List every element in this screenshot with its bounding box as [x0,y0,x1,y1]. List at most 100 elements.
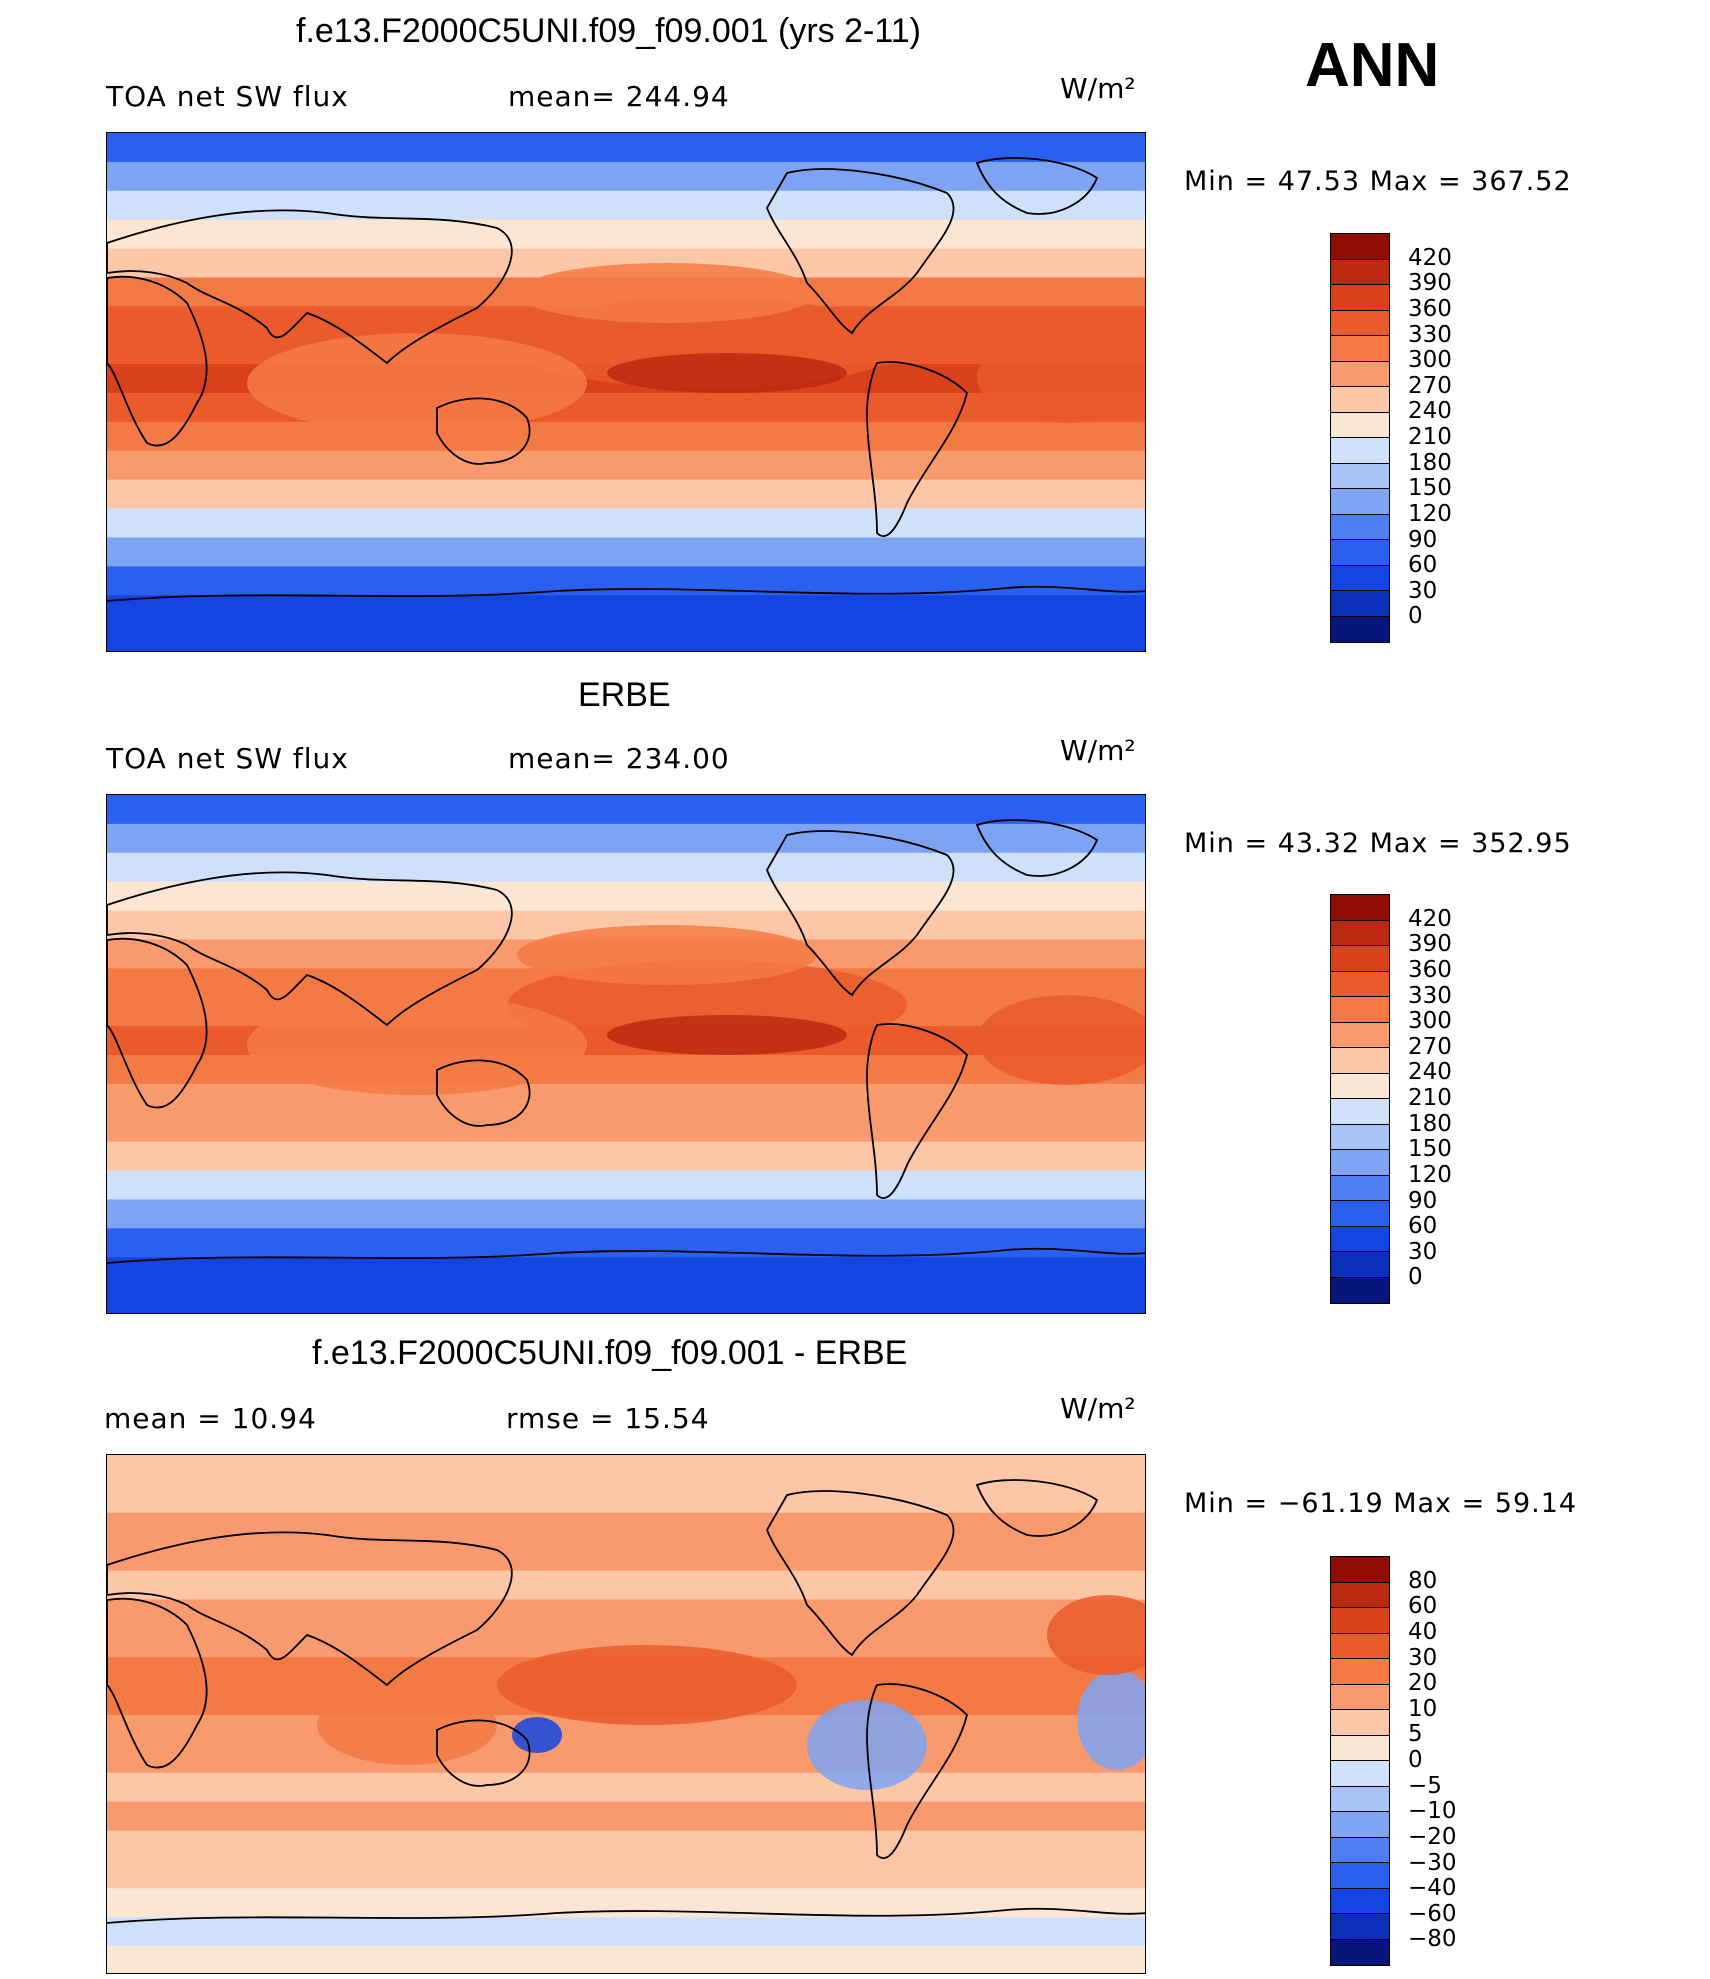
zonal-band [107,421,1145,452]
colorbar-tick-label: 5 [1408,1721,1423,1748]
colorbar-swatch [1331,1175,1389,1201]
panel-2-minmax: Min = 43.32 Max = 352.95 [1184,828,1572,859]
zonal-band [107,1599,1145,1630]
colorbar-tick-label: 180 [1408,1110,1452,1137]
colorbar-tick-label: 420 [1408,905,1452,932]
coastlines [107,157,1145,602]
panel-1-units: W/m² [1060,72,1136,105]
colorbar-swatch [1331,489,1389,515]
colorbar-swatch [1331,616,1389,642]
colorbar-swatch [1331,540,1389,566]
colorbar-tick-label: 40 [1408,1618,1438,1645]
zonal-band [107,1257,1145,1288]
zonal-band [107,450,1145,481]
colorbar-swatch [1331,336,1389,362]
colorbar-swatch [1331,1252,1389,1278]
field-anomaly [607,353,847,393]
colorbar-tick-label: 390 [1408,931,1452,958]
panel-2-title: ERBE [578,676,671,714]
zonal-band [107,1801,1145,1832]
season-label: ANN [1305,31,1440,100]
zonal-band [107,1083,1145,1114]
colorbar-swatch [1331,1150,1389,1176]
field-anomaly [247,995,587,1095]
colorbar-swatch [1331,565,1389,591]
field-anomaly [977,995,1145,1085]
panel-2-colorbar [1330,894,1390,1304]
field-anomaly [317,1685,497,1765]
colorbar-swatch [1331,1582,1389,1608]
coastline-path [866,361,968,537]
colorbar-swatch [1331,463,1389,489]
panel-1-map [106,132,1146,652]
coastline-path [107,937,208,1109]
coastline-path [107,1907,1145,1924]
colorbar-swatch [1331,412,1389,438]
zonal-band [107,190,1145,221]
panel-1-mean-label: mean= 244.94 [508,80,730,113]
coastline-path [107,275,208,447]
panel-1-minmax: Min = 47.53 Max = 367.52 [1184,166,1572,197]
colorbar-swatch [1331,1022,1389,1048]
field-anomaly [1077,1670,1145,1770]
coastline-path [107,1531,513,1687]
panel-3-title: f.e13.F2000C5UNI.f09_f09.001 - ERBE [312,1334,908,1372]
colorbar-swatch [1331,438,1389,464]
colorbar-swatch [1331,259,1389,285]
colorbar-tick-label: 150 [1408,1136,1452,1163]
colorbar-tick-label: −80 [1408,1926,1457,1953]
map-field [107,133,1145,651]
colorbar-swatch [1331,591,1389,617]
colorbar-swatch [1331,1761,1389,1787]
colorbar-swatch [1331,1557,1389,1583]
coastlines [107,1479,1145,1924]
colorbar-swatch [1331,971,1389,997]
panel-2-mean-label: mean= 234.00 [508,742,730,775]
zonal-band [107,1512,1145,1543]
zonal-band [107,1228,1145,1259]
colorbar-tick-label: 0 [1408,1747,1423,1773]
colorbar-tick-label: 30 [1408,577,1438,604]
colorbar-tick-label: 90 [1408,526,1438,553]
colorbar-tick-label: 120 [1408,500,1452,527]
zonal-band [107,1455,1145,1485]
colorbar-swatch [1331,1710,1389,1736]
panel-2-variable-label: TOA net SW flux [106,742,349,775]
coastline-path [436,397,531,465]
field-anomaly [517,263,817,323]
colorbar-swatch [1331,1201,1389,1227]
coastline-path [975,819,1099,877]
colorbar-swatch [1331,1914,1389,1940]
field-anomaly [607,1015,847,1055]
zonal-band [107,852,1145,883]
colorbar-tick-label: 270 [1408,1033,1452,1060]
panel-3-map [106,1454,1146,1974]
zonal-band [107,133,1145,163]
panel-3-units: W/m² [1060,1392,1136,1425]
zonal-band [107,1541,1145,1572]
colorbar-tick-label: 240 [1408,398,1452,425]
colorbar-swatch [1331,310,1389,336]
zonal-band [107,1772,1145,1803]
colorbar-swatch [1331,1099,1389,1125]
map-field [107,795,1145,1313]
coastline-path [975,157,1099,215]
colorbar-swatch [1331,1812,1389,1838]
colorbar-tick-label: 210 [1408,1085,1452,1111]
zonal-band [107,1946,1145,1973]
zonal-band [107,1141,1145,1172]
zonal-band [107,1286,1145,1313]
zonal-band [107,795,1145,825]
colorbar-swatch [1331,1124,1389,1150]
zonal-band [107,624,1145,651]
coastline-path [436,1059,531,1127]
colorbar-tick-label: 300 [1408,347,1452,374]
colorbar-swatch [1331,1863,1389,1889]
coastline-path [107,1597,208,1769]
coastline-path [107,1247,1145,1264]
zonal-band [107,1170,1145,1201]
coastline-path [866,1683,968,1859]
colorbar-tick-label: −60 [1408,1900,1457,1927]
colorbar-tick-label: 330 [1408,982,1452,1009]
colorbar-tick-label: 270 [1408,372,1452,399]
